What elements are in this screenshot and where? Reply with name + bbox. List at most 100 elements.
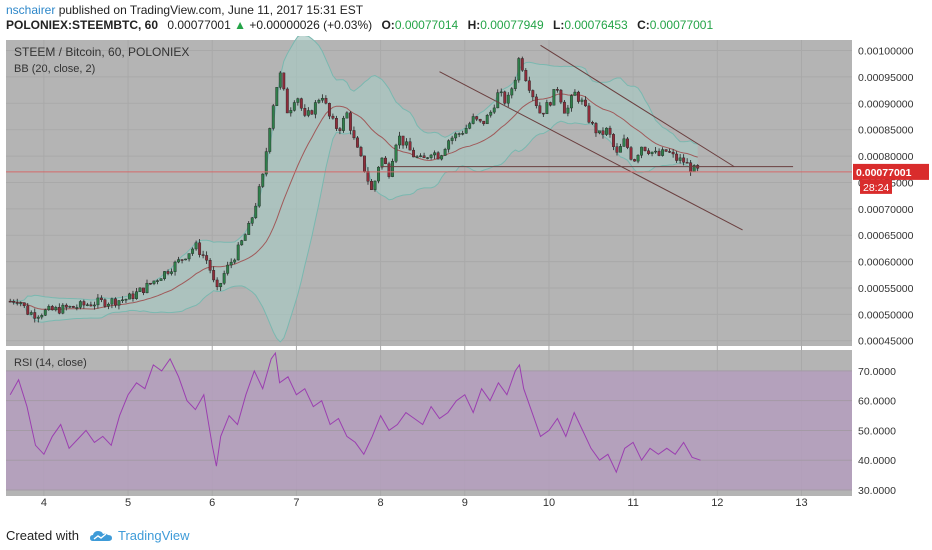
candle-up	[320, 97, 324, 101]
candle-up	[580, 99, 584, 102]
footer: Created with TradingView	[0, 518, 932, 550]
candle-up	[573, 91, 577, 96]
candle-down	[64, 304, 68, 308]
candle-up	[398, 135, 401, 146]
candle-up	[341, 117, 345, 131]
candle-up	[240, 240, 244, 246]
high-label: H:	[467, 18, 481, 32]
candle-down	[50, 306, 54, 311]
trend-line	[439, 71, 743, 231]
last-price-badge-text: 0.00077001	[856, 167, 912, 179]
candle-down	[12, 301, 16, 303]
candle-down	[685, 162, 689, 164]
candle-down	[212, 270, 216, 281]
candle-down	[436, 152, 440, 160]
candle-up	[489, 111, 493, 116]
price-tick-label: 0.00045000	[858, 336, 914, 348]
candle-up	[499, 91, 503, 94]
candle-up	[496, 92, 500, 109]
candle-down	[555, 89, 559, 91]
candle-down	[541, 112, 545, 115]
candle-down	[310, 110, 314, 115]
symbol-label: POLONIEX:STEEMBTC, 60	[6, 18, 159, 32]
author-link[interactable]: nschairer	[6, 3, 56, 17]
candle-down	[89, 304, 93, 307]
candle-up	[440, 155, 444, 160]
candle-down	[15, 302, 19, 304]
candle-up	[640, 146, 643, 156]
high-value: 0.00077949	[480, 18, 544, 32]
candle-down	[201, 254, 205, 256]
countdown-badge	[860, 179, 892, 194]
candle-down	[548, 102, 552, 106]
candle-down	[478, 118, 482, 122]
candle-up	[292, 102, 296, 111]
candle-down	[180, 259, 184, 261]
rsi-tick-label: 70.0000	[858, 366, 896, 378]
chart-title: STEEM / Bitcoin, 60, POLONIEX	[14, 45, 189, 59]
low-value: 0.00076453	[564, 18, 628, 32]
candle-up	[243, 234, 247, 241]
price-chart-svg[interactable]: 0.00100000 0.00095000 0.00090000 0.00085000…	[0, 36, 932, 516]
candle-down	[584, 99, 587, 107]
candle-down	[71, 305, 75, 308]
candle-down	[366, 171, 370, 182]
candle-up	[598, 130, 601, 134]
candle-up	[173, 261, 177, 272]
candle-up	[170, 271, 173, 274]
candle-down	[675, 153, 679, 161]
candle-up	[191, 248, 195, 254]
candle-down	[524, 70, 528, 82]
x-tick-label: 6	[209, 497, 215, 509]
candle-up	[40, 315, 44, 318]
x-tick-label: 7	[293, 497, 299, 509]
change-value: +0.00000026 (+0.03%)	[249, 18, 373, 32]
price-tick-label: 0.00100000	[858, 46, 914, 58]
rsi-tick-label: 40.0000	[858, 455, 896, 467]
candle-up	[92, 304, 96, 307]
candle-up	[517, 58, 521, 81]
candle-up	[85, 304, 89, 306]
candle-down	[538, 105, 542, 114]
bb-indicator-label: BB (20, close, 2)	[14, 63, 95, 75]
tradingview-logo[interactable]: TradingView	[90, 528, 190, 543]
candle-down	[534, 96, 538, 106]
candle-up	[145, 282, 149, 294]
candle-up	[159, 278, 163, 281]
candle-up	[236, 244, 240, 261]
candle-up	[121, 299, 124, 302]
price-tick-label: 0.00070000	[858, 204, 914, 216]
candle-up	[415, 156, 419, 158]
candle-down	[626, 138, 629, 148]
close-value: 0.00077001	[649, 18, 714, 32]
candle-up	[187, 253, 191, 260]
candle-down	[633, 159, 636, 162]
candle-down	[527, 80, 531, 91]
price-tick-label: 0.00095000	[858, 72, 914, 84]
publish-text: published on TradingView.com, June 11, 2…	[55, 3, 364, 17]
candle-up	[289, 110, 293, 114]
candle-down	[576, 91, 580, 102]
candle-down	[689, 162, 693, 172]
candle-down	[682, 157, 686, 163]
chart-area[interactable]: 0.00100000 0.00095000 0.00090000 0.00085000…	[0, 36, 932, 516]
candle-up	[124, 298, 128, 301]
last-price: 0.00077001	[167, 18, 231, 32]
candle-down	[103, 299, 107, 307]
up-arrow-icon: ▲	[234, 18, 247, 32]
candle-down	[412, 149, 415, 158]
candle-up	[19, 302, 23, 304]
candle-down	[363, 155, 366, 172]
candle-up	[43, 309, 47, 316]
candle-up	[229, 261, 233, 266]
rsi-tick-label: 60.0000	[858, 396, 896, 408]
candle-up	[233, 259, 237, 263]
candle-up	[278, 72, 282, 88]
candle-down	[303, 108, 307, 116]
candle-up	[394, 144, 398, 162]
candle-up	[110, 298, 114, 305]
candle-up	[492, 107, 496, 113]
candle-up	[250, 217, 254, 224]
rsi-line	[9, 351, 701, 474]
candle-up	[106, 303, 110, 307]
